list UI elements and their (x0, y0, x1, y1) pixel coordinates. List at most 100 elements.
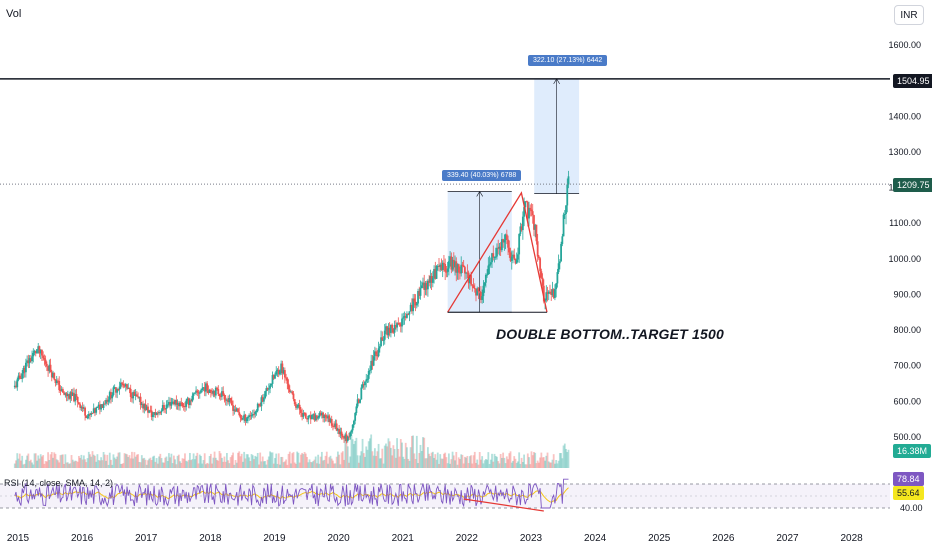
volume-bar (385, 443, 387, 468)
volume-bar (251, 455, 254, 468)
volume-bar (71, 459, 74, 468)
candle-body (211, 392, 214, 394)
candle-body (85, 415, 88, 418)
candle-body (254, 411, 257, 415)
candles-layer (13, 170, 570, 444)
volume-bar (264, 461, 267, 468)
volume-bar (166, 461, 169, 468)
volume-bar (451, 451, 454, 468)
volume-bar (311, 462, 313, 468)
candle-body (262, 398, 265, 402)
volume-bar (542, 457, 545, 468)
volume-bar (528, 457, 530, 468)
volume-bar (16, 453, 19, 468)
candle-body (175, 400, 178, 405)
candle-body (133, 392, 136, 396)
candle-body (106, 399, 109, 402)
volume-bar (438, 463, 440, 468)
candle-body (356, 399, 359, 407)
volume-bar (66, 462, 69, 468)
candle-body (376, 354, 379, 357)
candle-body (476, 288, 479, 296)
candle-body (528, 207, 530, 219)
volume-bar (552, 454, 555, 468)
volume-bar (254, 455, 257, 468)
candle-body (483, 282, 486, 286)
candle-body (15, 385, 17, 388)
candle-body (468, 275, 471, 284)
volume-bar (150, 460, 153, 468)
volume-bar (476, 459, 479, 468)
candle-body (105, 399, 107, 404)
volume-bar (312, 461, 315, 468)
candle-body (251, 414, 254, 416)
candle-body (387, 327, 390, 336)
volume-bar (282, 462, 285, 468)
volume-bar (238, 451, 241, 468)
volume-bar (121, 463, 123, 468)
price-tick-label: 500.00 (893, 432, 921, 442)
candle-body (521, 216, 524, 231)
candle-body (381, 337, 384, 341)
volume-bar (248, 457, 250, 468)
volume-bar (165, 456, 168, 468)
candle-body (68, 394, 70, 399)
volume-bar (43, 463, 46, 468)
candle-body (297, 404, 300, 407)
time-tick-label: 2026 (712, 533, 735, 544)
volume-bar (186, 461, 189, 468)
volume-bar (498, 463, 501, 468)
volume-bar (466, 455, 469, 468)
candle-body (117, 389, 120, 391)
volume-bar (341, 451, 344, 468)
candle-body (24, 362, 27, 373)
candle-body (418, 290, 421, 296)
volume-bar (122, 463, 125, 468)
price-tick-label: 700.00 (893, 361, 921, 371)
volume-bar (373, 448, 376, 468)
candle-body (58, 380, 61, 391)
candle-body (482, 285, 485, 297)
volume-bar (383, 445, 386, 468)
volume-bar (456, 464, 459, 468)
volume-bar (259, 452, 262, 468)
volume-bar (256, 452, 259, 468)
price-axis: 500.00 600.00 700.00 800.00 900.00 1000.00 110… (888, 40, 921, 442)
currency-button[interactable]: INR (894, 5, 924, 25)
volume-bar (237, 452, 239, 468)
volume-bar (467, 463, 470, 468)
candle-body (486, 274, 488, 276)
volume-bar (265, 464, 268, 468)
candle-body (113, 387, 116, 389)
candle-body (118, 386, 121, 390)
candle-body (237, 408, 239, 413)
volume-bar (523, 454, 525, 468)
volume-bar (359, 455, 361, 468)
candle-body (434, 268, 437, 279)
candle-body (280, 363, 283, 371)
candle-body (406, 313, 408, 318)
candle-body (325, 417, 328, 419)
rsi-pane: 40.00 (0, 478, 923, 513)
volume-bar (240, 453, 243, 468)
candle-body (229, 398, 232, 401)
volume-bar (452, 455, 455, 468)
volume-bar (435, 459, 438, 468)
candle-body (378, 346, 381, 349)
time-tick-label: 2017 (135, 533, 158, 544)
candle-body (312, 414, 315, 416)
volume-bar (214, 457, 217, 468)
volume-bar (148, 458, 151, 468)
candle-body (205, 383, 207, 392)
volume-bar (221, 457, 223, 468)
candle-body (449, 256, 452, 262)
volume-bar (549, 462, 551, 468)
volume-bar (462, 463, 465, 468)
candle-body (431, 278, 434, 283)
candle-body (560, 243, 562, 262)
measure-label-1: 339.40 (40.03%) 6788 (442, 170, 522, 181)
volume-bar (314, 456, 317, 468)
candle-body (398, 323, 401, 325)
candle-body (154, 412, 157, 415)
